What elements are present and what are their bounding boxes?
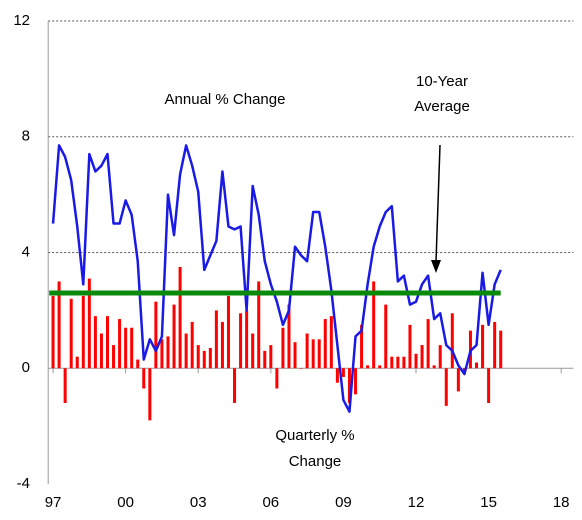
bar (493, 321, 497, 369)
bar (275, 368, 279, 389)
bar (148, 368, 152, 421)
y-tick-label: 0 (22, 359, 30, 376)
bar (93, 316, 97, 369)
bar (281, 327, 285, 369)
bar (311, 339, 315, 369)
bar (414, 353, 418, 369)
bar (269, 345, 273, 369)
bar (396, 356, 400, 369)
bar (190, 321, 194, 369)
bar (426, 319, 430, 369)
x-tick-label: 06 (262, 494, 279, 511)
bar (317, 339, 321, 369)
x-tick-label: 97 (45, 494, 62, 511)
bar (112, 345, 116, 369)
bar (287, 304, 291, 369)
bar (299, 368, 303, 369)
bar (366, 365, 370, 369)
bar (75, 356, 79, 369)
bar (378, 365, 382, 369)
x-tick-label: 03 (190, 494, 207, 511)
x-tick-label: 18 (553, 494, 570, 511)
bar (475, 362, 479, 369)
bar (372, 281, 376, 369)
bar (432, 365, 436, 369)
arrow-shaft (435, 144, 441, 263)
bar (63, 368, 67, 403)
bar (220, 321, 224, 369)
bar (323, 319, 327, 369)
bar (208, 347, 212, 369)
x-tick-label: 15 (480, 494, 497, 511)
bar (390, 356, 394, 369)
bar (160, 339, 164, 369)
bar (233, 368, 237, 403)
grid (47, 20, 574, 484)
average-annotation: 10-Year (416, 73, 468, 90)
bar (245, 310, 249, 369)
bar (481, 324, 485, 369)
bar (51, 295, 55, 369)
bar (438, 345, 442, 369)
bar (341, 368, 345, 377)
series-annotation: Annual % Change (165, 91, 286, 108)
bar (402, 356, 406, 369)
bar (251, 333, 255, 369)
y-tick-label: 4 (22, 243, 30, 260)
bar (456, 368, 460, 392)
bar (99, 333, 103, 369)
bar (130, 327, 134, 369)
bar (360, 324, 364, 369)
bar (118, 319, 122, 369)
bar (184, 333, 188, 369)
bar (214, 310, 218, 369)
bar (69, 298, 73, 369)
bar (239, 313, 243, 369)
series-annotation: Change (289, 453, 342, 470)
bar (154, 301, 158, 369)
bar (226, 295, 230, 369)
bar (178, 266, 182, 369)
bar (81, 295, 85, 369)
bar (57, 281, 61, 369)
bar (166, 336, 170, 369)
bar (305, 333, 309, 369)
marks (49, 144, 503, 421)
labels: -4 0 4 8 12 97 00 03 06 09 12 15 18 Quarterly % Change… (13, 12, 569, 511)
bar (354, 368, 358, 395)
bar (450, 313, 454, 369)
y-tick-label: -4 (17, 475, 30, 492)
bar (293, 342, 297, 369)
x-tick-label: 09 (335, 494, 352, 511)
bar (105, 316, 109, 369)
bar (347, 368, 351, 403)
x-tick-label: 12 (408, 494, 425, 511)
bar (329, 316, 333, 369)
bar (196, 345, 200, 369)
bar (142, 368, 146, 389)
line (51, 144, 502, 413)
y-tick-label: 12 (13, 12, 30, 29)
bar (499, 330, 503, 369)
y-tick-label: 8 (22, 128, 30, 145)
arrow-head (431, 260, 441, 273)
bar (124, 327, 128, 369)
bar (136, 359, 140, 369)
bar (384, 304, 388, 369)
bar (408, 324, 412, 369)
bar (263, 350, 267, 369)
bar (87, 278, 91, 369)
bar (444, 368, 448, 406)
bar (172, 304, 176, 369)
x-tick-label: 00 (117, 494, 134, 511)
series-annotation: Quarterly % (275, 427, 354, 444)
bar (257, 281, 261, 369)
average-annotation: Average (414, 98, 470, 115)
bar (335, 368, 339, 383)
bar (202, 350, 206, 369)
bar (420, 345, 424, 369)
bar (487, 368, 491, 403)
